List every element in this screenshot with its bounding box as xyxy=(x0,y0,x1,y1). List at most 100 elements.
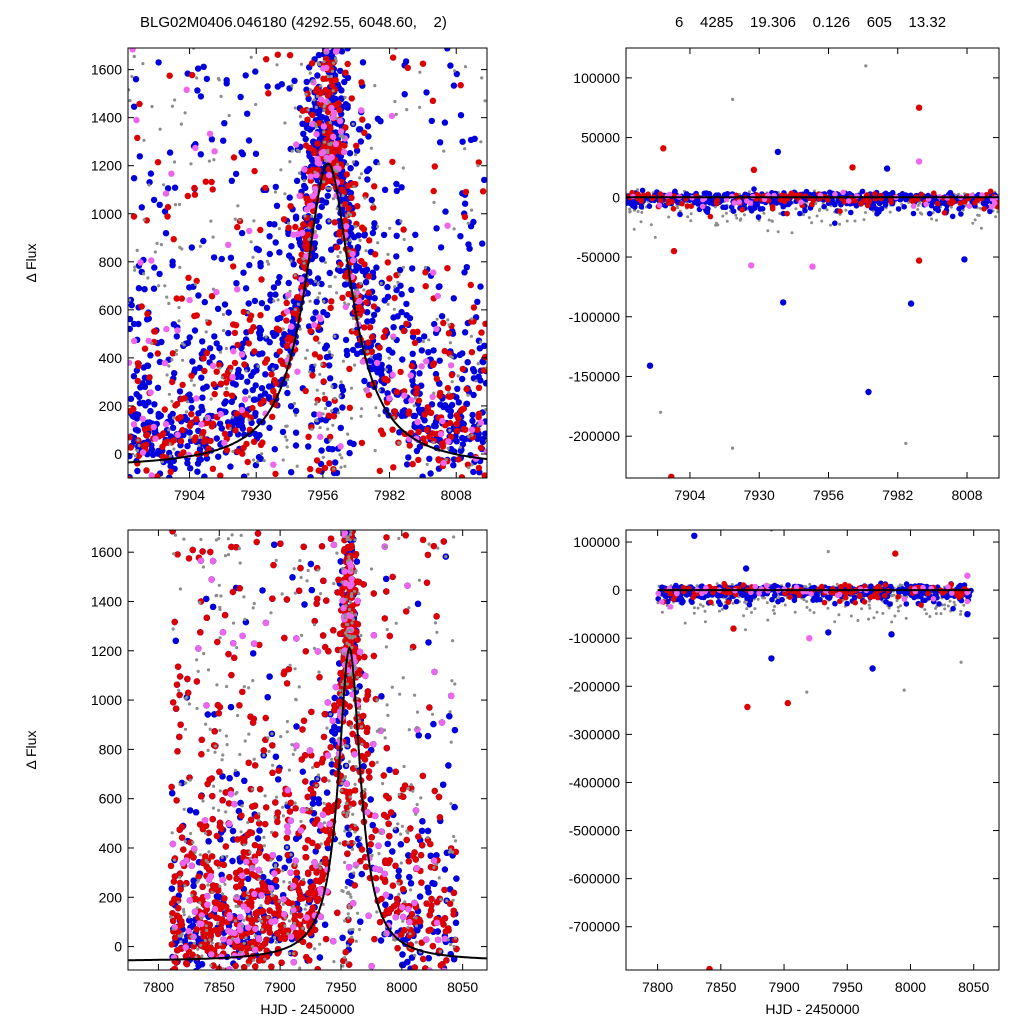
data-point xyxy=(309,372,316,379)
data-point xyxy=(430,269,437,276)
data-point xyxy=(155,413,162,420)
data-point xyxy=(353,363,357,367)
data-point xyxy=(149,451,157,458)
y-tick-label: 600 xyxy=(99,302,123,318)
data-point xyxy=(285,361,289,366)
data-point xyxy=(183,111,187,115)
data-point xyxy=(203,75,211,83)
data-point xyxy=(361,377,368,385)
data-point xyxy=(166,474,173,478)
data-point xyxy=(807,216,811,220)
data-point xyxy=(210,381,217,388)
data-point xyxy=(325,0,331,2)
data-point xyxy=(169,424,177,431)
data-point xyxy=(296,257,303,265)
data-point xyxy=(148,257,155,264)
data-point xyxy=(351,122,355,126)
data-point xyxy=(274,83,281,90)
data-point xyxy=(331,89,335,93)
data-point xyxy=(332,467,336,471)
data-point xyxy=(402,237,406,242)
data-point xyxy=(935,218,938,222)
data-point xyxy=(307,173,314,180)
data-point xyxy=(260,397,267,404)
data-point xyxy=(463,65,468,69)
data-point xyxy=(312,309,319,316)
data-point xyxy=(130,373,138,380)
data-point xyxy=(686,215,690,219)
data-point xyxy=(707,213,714,220)
data-point xyxy=(376,241,380,245)
data-point xyxy=(386,302,390,306)
data-point xyxy=(398,184,405,191)
data-point xyxy=(322,105,326,109)
data-point xyxy=(131,337,138,345)
data-point xyxy=(347,211,351,215)
data-point xyxy=(293,106,297,110)
data-point xyxy=(364,249,368,253)
data-point xyxy=(928,202,935,209)
data-point xyxy=(401,392,408,399)
data-point xyxy=(359,59,367,66)
data-point xyxy=(175,415,182,422)
data-point xyxy=(431,422,438,430)
data-point xyxy=(273,190,277,194)
data-point xyxy=(258,385,266,392)
data-point xyxy=(859,188,866,195)
y-tick-label: -100000 xyxy=(569,309,621,325)
data-point xyxy=(158,338,165,346)
data-point xyxy=(331,61,336,65)
data-point xyxy=(260,452,264,456)
data-point xyxy=(731,446,735,450)
data-point xyxy=(136,393,143,401)
data-point xyxy=(365,133,372,140)
data-point xyxy=(250,324,257,331)
data-point xyxy=(196,456,203,463)
data-point xyxy=(244,110,251,117)
data-point xyxy=(366,324,374,331)
data-point xyxy=(238,406,246,414)
data-point xyxy=(195,76,199,80)
data-point xyxy=(435,283,442,291)
data-point xyxy=(470,208,474,212)
data-point xyxy=(209,465,217,472)
data-point xyxy=(267,262,271,266)
data-point xyxy=(403,312,410,319)
data-point xyxy=(482,320,487,327)
data-point xyxy=(249,55,253,59)
data-point xyxy=(166,72,173,79)
data-point xyxy=(209,397,213,401)
data-point xyxy=(162,190,170,197)
data-point xyxy=(209,362,217,370)
data-point xyxy=(217,472,224,478)
data-point xyxy=(326,427,330,431)
data-point xyxy=(815,214,819,218)
data-point xyxy=(345,162,349,166)
data-point xyxy=(251,255,255,259)
data-point xyxy=(311,240,319,247)
data-point xyxy=(365,391,373,399)
data-point xyxy=(349,386,354,390)
data-point xyxy=(317,0,323,6)
data-point xyxy=(239,340,247,347)
data-point xyxy=(231,329,239,337)
data-point xyxy=(410,412,417,420)
data-point xyxy=(284,389,291,397)
data-point xyxy=(770,219,774,223)
data-point xyxy=(229,380,237,387)
data-point xyxy=(437,430,445,438)
data-point xyxy=(317,433,324,440)
data-point xyxy=(133,411,140,418)
data-point xyxy=(915,158,923,165)
data-point xyxy=(192,144,199,152)
data-point xyxy=(212,158,216,162)
data-point xyxy=(467,281,474,289)
y-axis-label: Δ Flux xyxy=(23,244,39,283)
data-point xyxy=(447,391,451,395)
data-point xyxy=(298,327,302,331)
data-point xyxy=(348,194,355,201)
data-point xyxy=(351,160,355,164)
data-point xyxy=(316,411,323,418)
data-point xyxy=(246,227,253,235)
data-point xyxy=(188,372,195,379)
